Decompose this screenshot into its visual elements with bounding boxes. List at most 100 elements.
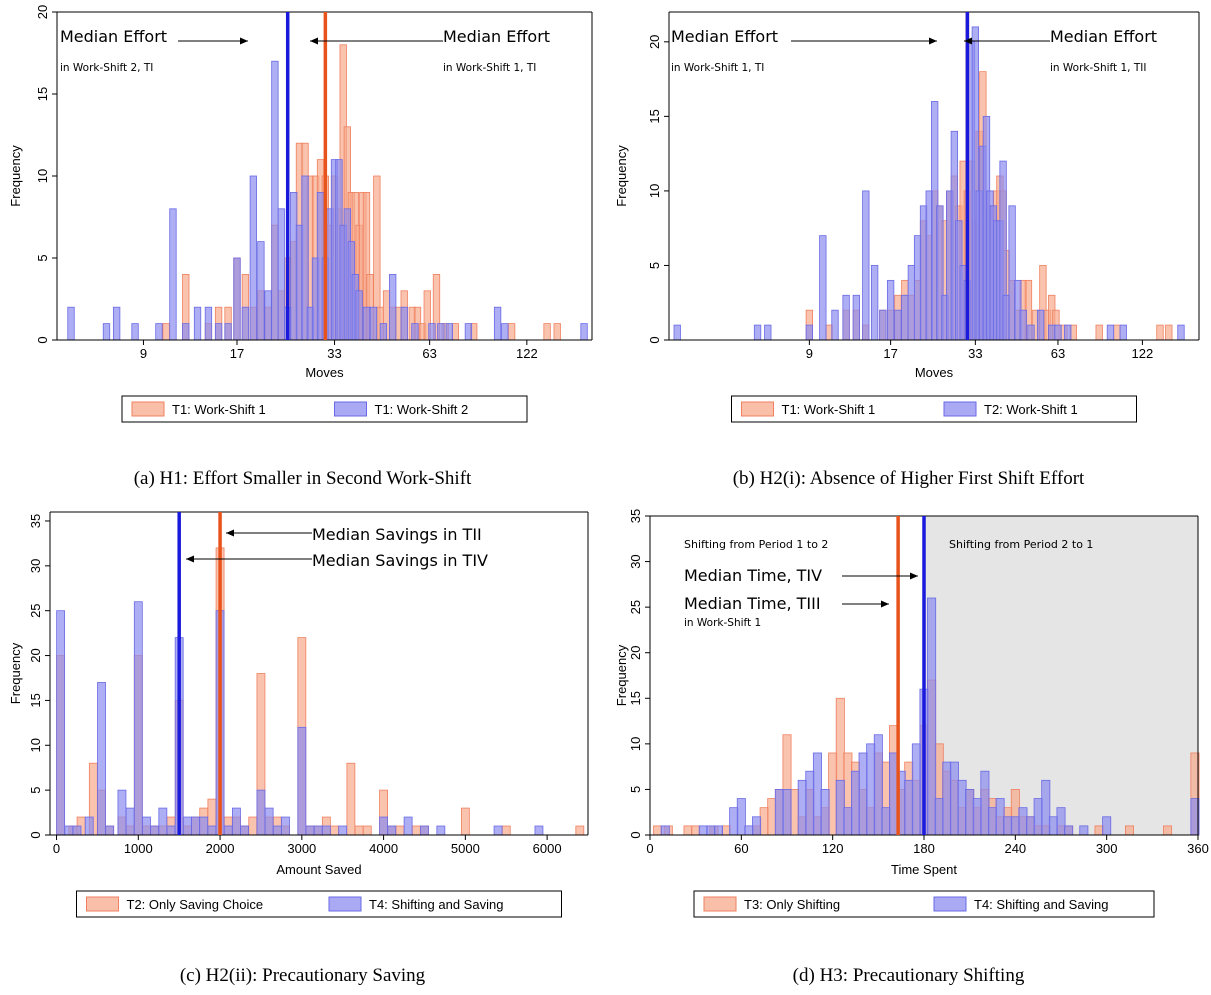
- bar-blue: [1102, 816, 1112, 836]
- bar-blue: [949, 761, 959, 836]
- bar-blue: [224, 323, 232, 341]
- bar-blue: [191, 816, 200, 836]
- caption-c: (c) H2(ii): Precautionary Saving: [179, 965, 426, 986]
- y-tick-label: 5: [28, 787, 43, 794]
- legend-label: T1: Work-Shift 1: [782, 402, 876, 417]
- bar-orange: [1094, 825, 1104, 836]
- annotation-title: Median Effort: [671, 27, 778, 46]
- bar-blue: [493, 306, 502, 341]
- annotation-title: Median Effort: [1050, 27, 1157, 46]
- bar-blue: [214, 323, 223, 341]
- legend-swatch-blue: [933, 896, 967, 912]
- caption-a: (a) H1: Effort Smaller in Second Work-Sh…: [133, 468, 472, 489]
- y-tick-label: 0: [28, 831, 43, 838]
- bar-blue: [842, 294, 850, 341]
- bar-orange: [683, 825, 693, 836]
- bar-blue: [379, 323, 388, 341]
- bar-blue: [379, 816, 388, 836]
- bar-orange: [362, 825, 372, 836]
- bar-blue: [257, 241, 265, 341]
- bar-blue: [305, 825, 315, 836]
- bar-blue: [835, 779, 845, 836]
- bar-blue: [913, 235, 922, 341]
- bar-orange: [553, 323, 561, 341]
- bar-blue: [362, 306, 371, 341]
- bar-blue: [866, 743, 876, 836]
- annotation-arrow-head: [881, 600, 889, 608]
- bar-blue: [1002, 294, 1010, 341]
- bar-blue: [281, 816, 290, 836]
- legend-box: [121, 395, 528, 423]
- bar-blue: [782, 789, 792, 836]
- bar-orange: [1163, 825, 1173, 836]
- bar-orange: [691, 825, 701, 836]
- bar-blue: [369, 306, 378, 341]
- histogram-b: 9 17 33 63 122 0 5 10 15 20 Moves Frequency T1: Work…: [614, 11, 1200, 423]
- bar-blue: [249, 175, 257, 341]
- bar-blue: [56, 610, 66, 836]
- bar-orange: [790, 789, 800, 836]
- bar-blue: [1064, 324, 1072, 341]
- annotation-title: Median Effort: [60, 27, 167, 46]
- y-tick-label: 5: [628, 786, 643, 793]
- y-tick-label: 10: [628, 737, 643, 751]
- bar-blue: [1064, 825, 1074, 836]
- y-tick-label: 25: [628, 600, 643, 614]
- bar-blue: [852, 294, 860, 341]
- bar-blue: [338, 825, 348, 836]
- y-tick-label: 10: [647, 184, 662, 198]
- y-tick-label: 35: [628, 509, 643, 523]
- bar-orange: [759, 807, 769, 836]
- bar-blue: [870, 265, 879, 341]
- bar-blue: [207, 825, 217, 836]
- x-tick-label: 4000: [369, 841, 398, 856]
- x-tick-label: 1000: [124, 841, 153, 856]
- legend-label: T2: Only Saving Choice: [127, 897, 264, 912]
- bar-blue: [534, 825, 544, 836]
- x-tick-label: 0: [53, 841, 60, 856]
- bar-blue: [169, 208, 177, 341]
- bar-blue: [105, 825, 115, 836]
- histogram-d: 0 60 120 180 240 300 360 0 5 10 15 20 25 30 35 Time Spe…: [614, 509, 1209, 918]
- x-tick-label: 6000: [533, 841, 562, 856]
- bar-blue: [117, 789, 127, 836]
- annotation-arrow-head: [310, 37, 318, 45]
- bar-orange: [767, 798, 777, 836]
- y-tick-label: 35: [28, 514, 43, 528]
- bar-blue: [493, 825, 503, 836]
- bar-orange: [162, 323, 170, 341]
- annotation-title: Shifting from Period 2 to 1: [949, 538, 1093, 551]
- bar-blue: [894, 309, 902, 341]
- x-tick-label: 0: [646, 841, 653, 856]
- bar-blue: [199, 816, 209, 836]
- legend-label: T3: Only Shifting: [744, 897, 840, 912]
- x-tick-label: 2000: [206, 841, 235, 856]
- bar-blue: [297, 726, 307, 836]
- chart-panel-d: 0 60 120 180 240 300 360 0 5 10 15 20 25 30 35 Time Spe…: [606, 500, 1211, 995]
- bar-orange: [354, 825, 364, 836]
- bar-blue: [223, 825, 233, 836]
- bar-blue: [387, 825, 397, 836]
- bar-blue: [102, 323, 111, 341]
- annotation-arrow-head: [910, 572, 918, 580]
- bar-blue: [84, 816, 94, 836]
- x-tick-label: 122: [516, 346, 538, 361]
- y-tick-label: 0: [628, 831, 643, 838]
- x-axis-label: Moves: [305, 365, 344, 380]
- y-tick-label: 20: [628, 645, 643, 659]
- bar-orange: [501, 825, 511, 836]
- x-axis-label: Time Spent: [891, 862, 957, 877]
- legend-box: [731, 395, 1137, 423]
- annotation-sub: in Work-Shift 1, TI: [671, 62, 764, 74]
- bar-orange: [330, 825, 339, 836]
- bar-orange: [1125, 825, 1135, 836]
- bar-blue: [321, 825, 331, 836]
- annotation-title: Median Savings in TIV: [312, 551, 488, 570]
- legend-swatch-orange: [741, 401, 774, 417]
- bar-blue: [464, 323, 473, 341]
- bar-blue: [753, 324, 762, 341]
- bar-blue: [133, 601, 143, 836]
- bar-blue: [886, 279, 895, 341]
- bar-blue: [1036, 309, 1045, 341]
- legend-box: [76, 890, 562, 918]
